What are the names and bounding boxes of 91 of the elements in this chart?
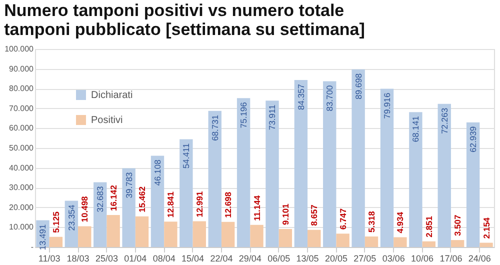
bar (122, 168, 136, 247)
x-tick-label: 22/04 (210, 254, 233, 264)
data-label: 3.507 (452, 214, 463, 236)
x-tick-label: 20/05 (324, 254, 348, 264)
data-label: 32.683 (95, 186, 106, 212)
y-tick-label: 100.000 (4, 44, 34, 54)
y-tick-label: 60.000 (9, 124, 34, 133)
x-tick-label: 08/04 (152, 254, 176, 264)
y-tick-label: 30.000 (9, 183, 34, 192)
x-tick-label: 17/06 (440, 254, 462, 264)
data-label: 16.142 (108, 184, 118, 212)
bar (380, 88, 394, 247)
bar (394, 237, 407, 247)
bar (106, 215, 120, 247)
data-label: 5.318 (366, 210, 377, 232)
y-tick-label: 50.000 (9, 144, 34, 152)
x-tick-label: 11/03 (38, 254, 60, 264)
bar (323, 81, 336, 247)
y-tick-label: 10.000 (9, 222, 34, 232)
bar (78, 226, 92, 247)
bar (450, 240, 464, 247)
data-label: 9.101 (280, 203, 290, 225)
bar (192, 221, 206, 247)
data-label: 12.991 (194, 191, 204, 218)
bar (135, 216, 149, 247)
bar (466, 122, 480, 247)
data-label: 75.196 (238, 102, 249, 128)
data-label: 62.939 (468, 126, 478, 152)
data-label: 8.657 (309, 204, 320, 226)
data-label: 4.934 (395, 212, 406, 234)
data-label: 12.698 (223, 192, 234, 218)
bar (164, 222, 178, 247)
x-tick-label: 18/03 (66, 254, 90, 264)
bar (422, 241, 436, 247)
y-tick-label: 70.000 (9, 104, 34, 113)
bar (221, 222, 235, 247)
data-label: 68.731 (210, 114, 220, 141)
y-tick-label: 90.000 (9, 64, 34, 74)
data-label: 15.462 (137, 186, 148, 212)
bar (49, 236, 63, 247)
bar (336, 234, 350, 247)
bar (294, 80, 308, 247)
y-tick-label: 20.000 (9, 202, 34, 212)
bar (438, 104, 451, 247)
y-tick-label: 80.000 (9, 84, 34, 94)
x-tick-label: 15/04 (182, 254, 204, 264)
data-label: 2.154 (481, 217, 492, 239)
x-tick-label: 10/06 (411, 254, 434, 264)
data-label: 54.411 (181, 143, 192, 169)
data-label: 2.851 (424, 216, 434, 238)
bar (352, 69, 365, 247)
bar (208, 110, 222, 247)
data-label: 10.498 (80, 196, 90, 222)
legend-label: Dichiarati (91, 90, 133, 101)
data-label: 11.144 (252, 195, 262, 221)
data-label: 12.841 (166, 191, 176, 218)
bar (409, 112, 422, 247)
bar (250, 224, 264, 247)
data-label: 72.263 (439, 108, 450, 134)
data-label: 23.354 (66, 204, 76, 231)
bar (150, 156, 164, 247)
x-tick-label: 27/05 (354, 254, 376, 264)
data-label: 89.698 (353, 73, 364, 100)
data-label: 5.125 (50, 211, 61, 233)
data-label: 84.357 (296, 84, 306, 110)
bar (180, 139, 193, 247)
x-tick-label: 25/03 (95, 254, 118, 264)
legend-label: Positivi (91, 115, 123, 126)
data-label: 39.783 (124, 172, 134, 198)
data-label: 68.141 (410, 116, 421, 142)
bar (364, 236, 378, 247)
data-label: 6.747 (338, 208, 348, 230)
y-tick-label: - (30, 242, 34, 252)
x-tick-label: 24/06 (468, 254, 491, 264)
x-tick-label: 03/06 (382, 254, 405, 264)
bar (308, 230, 321, 247)
x-tick-label: 06/05 (268, 254, 290, 264)
bar (480, 242, 493, 247)
bar (278, 228, 292, 247)
y-tick-label: 40.000 (9, 163, 34, 172)
bar (236, 98, 250, 247)
data-label: 83.700 (324, 85, 335, 112)
data-label: 13.491 (38, 224, 48, 250)
x-tick-label: 13/05 (296, 254, 319, 264)
chart-title: Numero tamponi positivi vs numero totale tamponi pubblicato [settimana su settimana] (4, 1, 365, 39)
x-tick-label: 01/04 (124, 254, 147, 264)
data-label: 73.911 (267, 104, 278, 130)
x-tick-label: 29/04 (238, 254, 262, 264)
bar (266, 100, 279, 247)
data-label: 79.916 (382, 92, 392, 119)
data-label: 46.108 (152, 159, 162, 186)
